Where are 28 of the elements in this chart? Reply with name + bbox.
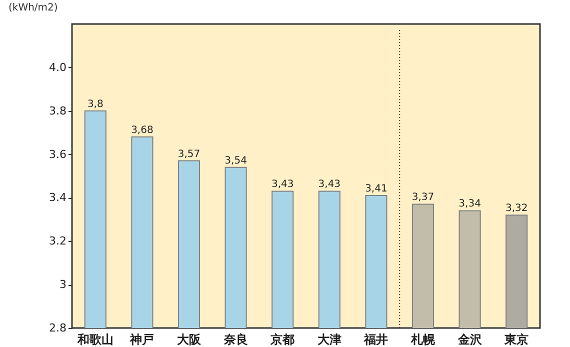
y-tick-label: 3.8 [49, 104, 66, 118]
data-label: 3,54 [224, 155, 247, 166]
x-tick-label: 東京 [504, 332, 529, 346]
y-tick-label: 3.6 [49, 148, 66, 161]
x-tick-label: 金沢 [456, 332, 483, 346]
data-label: 3,34 [458, 198, 481, 210]
x-tick-label: 大阪 [177, 332, 202, 346]
data-label: 3,32 [505, 203, 528, 214]
data-label: 3,37 [412, 192, 434, 204]
x-tick-label: 奈良 [222, 332, 248, 346]
data-label: 3,57 [178, 148, 200, 160]
x-tick-label: 和歌山 [76, 332, 114, 346]
data-label: 3,8 [87, 98, 104, 110]
y-tick-label: 2.8 [49, 322, 66, 334]
data-label: 3,41 [365, 184, 388, 195]
y-tick-label: 4.0 [49, 60, 66, 74]
y-tick-label: 3 [60, 278, 66, 292]
x-tick-label: 福井 [363, 332, 388, 346]
data-label: 3,68 [131, 124, 154, 136]
y-axis-title: (kWh/m2) [8, 2, 58, 14]
data-label: 3,43 [318, 179, 341, 190]
y-tick-label: 3.2 [49, 234, 66, 248]
x-tick-label: 神戸 [129, 332, 154, 346]
y-tick-label: 3.4 [49, 191, 66, 204]
x-tick-label: 札幌 [410, 332, 436, 346]
x-tick-label: 京都 [270, 332, 295, 346]
x-tick-label: 大津 [317, 332, 342, 346]
data-label: 3,43 [271, 179, 294, 190]
